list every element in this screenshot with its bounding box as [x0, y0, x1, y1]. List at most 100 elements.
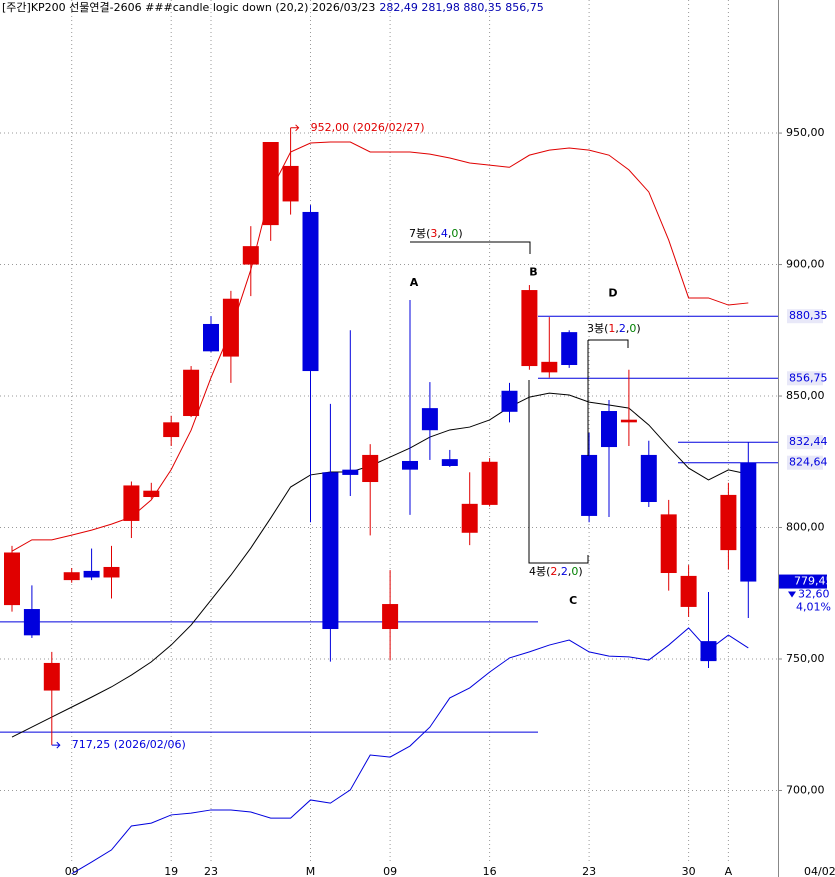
price-change: 32,60 — [798, 588, 830, 601]
price-label-box — [787, 435, 823, 450]
candle-body — [322, 472, 339, 630]
count-part: 0 — [451, 227, 458, 240]
y-tick-label: 800,00 — [786, 521, 825, 534]
marker-label: C — [569, 594, 577, 607]
count-part: , — [448, 227, 452, 240]
count-part: ) — [458, 227, 462, 240]
price-label-box — [787, 309, 823, 324]
x-tick-label: 09 — [65, 865, 79, 877]
count-part: 4봉( — [529, 565, 550, 578]
x-tick-label: 19 — [164, 865, 178, 877]
candle-body — [421, 408, 438, 431]
last-price: 779,45 — [794, 575, 833, 588]
price-label: 824,64 — [789, 456, 828, 469]
candle-body — [103, 566, 120, 578]
extreme-pointer — [51, 741, 61, 749]
candle-body — [581, 454, 598, 516]
count-part: 3 — [430, 227, 437, 240]
candle-body — [262, 142, 279, 226]
extreme-label: 952,00 (2026/02/27) — [311, 121, 425, 134]
y-tick-label: 700,00 — [786, 783, 825, 796]
change-down-arrow — [788, 591, 796, 598]
extreme-label: 717,25 (2026/02/06) — [72, 738, 186, 751]
chart-header: [주간]KP200 선물연결-2606 ###candle logic down… — [2, 1, 544, 14]
candle-body — [680, 575, 697, 607]
count-bracket — [528, 380, 589, 564]
x-tick-label: A — [725, 865, 733, 877]
candle-body — [481, 461, 498, 505]
x-tick-label: M — [306, 865, 316, 877]
candle-body — [601, 411, 617, 448]
candle-body — [63, 572, 80, 581]
count-part: 2 — [550, 565, 557, 578]
candle-body — [620, 419, 637, 423]
candle-body — [4, 552, 20, 606]
count-part: 3봉( — [587, 322, 608, 335]
header-part: [주간]KP200 선물연결-2606 ###candle logic down… — [2, 1, 375, 14]
count-bracket — [587, 339, 629, 456]
candle-body — [143, 490, 160, 498]
candle-body — [302, 211, 319, 372]
count-bracket — [410, 241, 531, 254]
candle-body — [23, 609, 40, 636]
candle-body — [163, 422, 180, 438]
candle-body — [561, 332, 578, 366]
count-part: 1 — [608, 322, 615, 335]
candle-body — [183, 369, 200, 417]
candle-body — [501, 390, 518, 412]
candle-body — [382, 604, 399, 630]
x-tick-label: 16 — [483, 865, 497, 877]
count-part: 4 — [441, 227, 448, 240]
candle-body — [640, 454, 657, 503]
band-line — [71, 627, 749, 875]
candle-body — [203, 323, 219, 352]
count-part: , — [557, 565, 561, 578]
count-label: 4봉(2,2,0) — [529, 565, 583, 578]
count-part: 0 — [571, 565, 578, 578]
candle-body — [700, 641, 717, 662]
y-tick-label: 950,00 — [786, 126, 825, 139]
candle-body — [402, 460, 418, 470]
candle-body — [123, 485, 140, 521]
y-tick-label: 750,00 — [786, 652, 825, 665]
marker-label: B — [529, 265, 537, 278]
count-part: , — [568, 565, 572, 578]
candle-body — [43, 662, 60, 691]
candle-body — [242, 246, 259, 265]
candle-body — [342, 469, 359, 475]
x-tick-label: 23 — [204, 865, 218, 877]
count-part: , — [626, 322, 630, 335]
y-tick-label: 900,00 — [786, 258, 825, 271]
price-label: 832,44 — [789, 435, 828, 448]
cursor-date: 04/02 — [804, 865, 835, 877]
count-label: 7봉(3,4,0) — [409, 227, 463, 240]
x-tick-label: 23 — [582, 865, 596, 877]
candle-body — [740, 462, 757, 582]
price-label: 880,35 — [789, 309, 828, 322]
count-part: 2 — [561, 565, 568, 578]
candle-body — [362, 454, 379, 483]
candle-body — [660, 514, 677, 574]
candle-body — [541, 361, 558, 373]
x-tick-label: 30 — [682, 865, 696, 877]
candle-body — [222, 298, 239, 357]
price-label: 856,75 — [789, 371, 828, 384]
last-price-box — [779, 574, 827, 589]
candle-body — [461, 503, 478, 533]
count-part: 7봉( — [409, 227, 430, 240]
candle-body — [441, 459, 458, 466]
count-part: ) — [578, 565, 582, 578]
count-part: , — [615, 322, 619, 335]
count-label: 3봉(1,2,0) — [587, 322, 641, 335]
price-label-box — [787, 371, 823, 386]
extreme-pointer — [290, 124, 300, 132]
count-part: ) — [636, 322, 640, 335]
marker-label: D — [608, 286, 617, 299]
price-label-box — [787, 455, 823, 470]
candle-body — [83, 570, 100, 578]
candle-body — [720, 494, 737, 551]
y-tick-label: 850,00 — [786, 389, 825, 402]
